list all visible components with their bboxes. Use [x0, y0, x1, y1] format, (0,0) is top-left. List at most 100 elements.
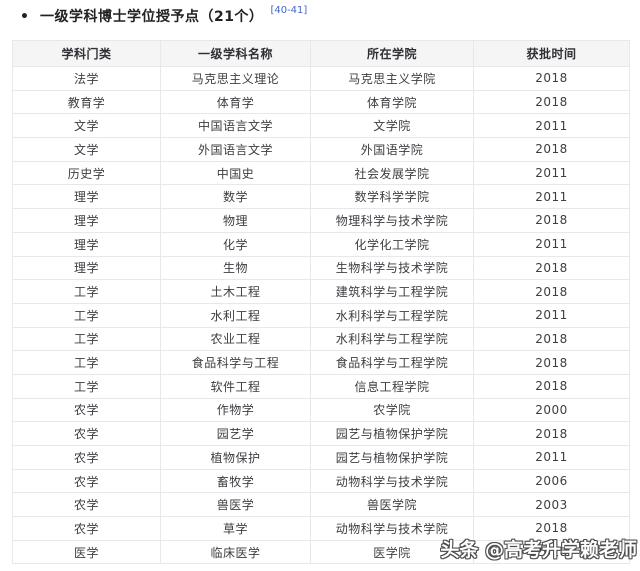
- table-row: 农学 畜牧学 动物科学与技术学院 2006: [12, 468, 630, 494]
- cell-category: 医学: [12, 539, 161, 565]
- cell-category: 农学: [12, 421, 161, 446]
- table-row: 农学 兽医学 兽医学院 2003: [12, 492, 630, 518]
- cell-college: 信息工程学院: [310, 373, 474, 399]
- cell-discipline: 临床医学: [160, 539, 311, 565]
- table-row: 理学 数学 数学科学学院 2011: [12, 184, 630, 210]
- cell-year: 2018: [473, 421, 630, 446]
- cell-college: 动物科学与技术学院: [310, 468, 474, 494]
- table-row: 农学 园艺学 园艺与植物保护学院 2018: [12, 421, 630, 446]
- cell-discipline: 园艺学: [160, 421, 311, 446]
- cell-category: 工学: [12, 279, 161, 304]
- table-row: 医学 临床医学 医学院 2018: [12, 539, 630, 565]
- cell-year: 2018: [473, 350, 630, 375]
- cell-college: 生物科学与技术学院: [310, 255, 474, 281]
- watermark: 头条 @高考升学赖老师: [440, 539, 637, 561]
- table-row: 理学 生物 生物科学与技术学院 2018: [12, 255, 630, 281]
- cell-category: 工学: [12, 350, 161, 375]
- cell-category: 理学: [12, 255, 161, 281]
- cell-year: 2018: [473, 373, 630, 399]
- table-row: 农学 作物学 农学院 2000: [12, 397, 630, 423]
- cell-discipline: 农业工程: [160, 326, 311, 352]
- cell-category: 文学: [12, 137, 161, 162]
- cell-college: 体育学院: [310, 89, 474, 115]
- cell-year: 2000: [473, 397, 630, 423]
- cell-category: 历史学: [12, 160, 161, 186]
- cell-discipline: 作物学: [160, 397, 311, 423]
- bullet-icon: •: [20, 9, 29, 25]
- cell-college: 马克思主义学院: [310, 66, 474, 91]
- cell-college: 物理科学与技术学院: [310, 208, 474, 233]
- table-row: 工学 软件工程 信息工程学院 2018: [12, 373, 630, 399]
- cell-year: 2018: [473, 326, 630, 352]
- cell-category: 文学: [12, 113, 161, 139]
- table-row: 法学 马克思主义理论 马克思主义学院 2018: [12, 66, 630, 91]
- cell-college: 食品科学与工程学院: [310, 350, 474, 375]
- cell-category: 理学: [12, 184, 161, 210]
- cell-year: 2011: [473, 302, 630, 328]
- table-body: 法学 马克思主义理论 马克思主义学院 2018 教育学 体育学 体育学院 2018 文学 中国语言…: [12, 66, 630, 565]
- col-header-discipline: 一级学科名称: [160, 40, 311, 67]
- table-row: 文学 外国语言文学 外国语学院 2018: [12, 137, 630, 162]
- cell-category: 农学: [12, 516, 161, 541]
- table-row: 工学 土木工程 建筑科学与工程学院 2018: [12, 279, 630, 304]
- cell-category: 法学: [12, 66, 161, 91]
- cell-category: 工学: [12, 326, 161, 352]
- cell-category: 农学: [12, 468, 161, 494]
- table-row: 历史学 中国史 社会发展学院 2011: [12, 160, 630, 186]
- cell-discipline: 马克思主义理论: [160, 66, 311, 91]
- cell-year: 2011: [473, 445, 630, 470]
- cell-discipline: 水利工程: [160, 302, 311, 328]
- cell-discipline: 草学: [160, 516, 311, 541]
- cell-year: 2011: [473, 113, 630, 139]
- cell-college: 数学科学学院: [310, 184, 474, 210]
- cell-college: 社会发展学院: [310, 160, 474, 186]
- table-header-row: 学科门类 一级学科名称 所在学院 获批时间: [12, 40, 630, 67]
- cell-discipline: 畜牧学: [160, 468, 311, 494]
- cell-discipline: 中国语言文学: [160, 113, 311, 139]
- cell-year: 2018: [473, 279, 630, 304]
- col-header-college: 所在学院: [310, 40, 474, 67]
- cell-college: 水利科学与工程学院: [310, 302, 474, 328]
- table-row: 工学 农业工程 水利科学与工程学院 2018: [12, 326, 630, 352]
- cell-college: 园艺与植物保护学院: [310, 421, 474, 446]
- cell-category: 理学: [12, 208, 161, 233]
- cell-year: 2018: [473, 255, 630, 281]
- cell-year: 2018: [473, 66, 630, 91]
- cell-year: 2011: [473, 184, 630, 210]
- table-row: 工学 食品科学与工程 食品科学与工程学院 2018: [12, 350, 630, 375]
- cell-discipline: 物理: [160, 208, 311, 233]
- cell-discipline: 生物: [160, 255, 311, 281]
- col-header-year: 获批时间: [473, 40, 630, 67]
- cell-year: 2006: [473, 468, 630, 494]
- cell-year: 2018: [473, 516, 630, 541]
- cell-college: 文学院: [310, 113, 474, 139]
- cell-category: 理学: [12, 231, 161, 257]
- cell-year: 2018: [473, 539, 630, 565]
- table-row: 文学 中国语言文学 文学院 2011: [12, 113, 630, 139]
- reference-link[interactable]: [40-41]: [270, 5, 308, 16]
- cell-category: 工学: [12, 373, 161, 399]
- cell-year: 2018: [473, 208, 630, 233]
- table-row: 工学 水利工程 水利科学与工程学院 2011: [12, 302, 630, 328]
- cell-discipline: 植物保护: [160, 445, 311, 470]
- cell-discipline: 软件工程: [160, 373, 311, 399]
- cell-category: 工学: [12, 302, 161, 328]
- cell-year: 2011: [473, 160, 630, 186]
- cell-college: 水利科学与工程学院: [310, 326, 474, 352]
- cell-discipline: 数学: [160, 184, 311, 210]
- cell-college: 化学化工学院: [310, 231, 474, 257]
- cell-category: 教育学: [12, 89, 161, 115]
- page-title: 一级学科博士学位授予点（21个）: [39, 9, 264, 25]
- cell-discipline: 兽医学: [160, 492, 311, 518]
- table-row: 理学 物理 物理科学与技术学院 2018: [12, 208, 630, 233]
- cell-college: 外国语学院: [310, 137, 474, 162]
- cell-year: 2018: [473, 137, 630, 162]
- cell-college: 建筑科学与工程学院: [310, 279, 474, 304]
- cell-college: 兽医学院: [310, 492, 474, 518]
- cell-year: 2003: [473, 492, 630, 518]
- cell-category: 农学: [12, 397, 161, 423]
- table-row: 农学 草学 动物科学与技术学院 2018: [12, 516, 630, 541]
- degree-table: 学科门类 一级学科名称 所在学院 获批时间 法学 马克思主义理论 马克思主义学院 20…: [12, 40, 630, 565]
- table-row: 农学 植物保护 园艺与植物保护学院 2011: [12, 445, 630, 470]
- cell-college: 动物科学与技术学院: [310, 516, 474, 541]
